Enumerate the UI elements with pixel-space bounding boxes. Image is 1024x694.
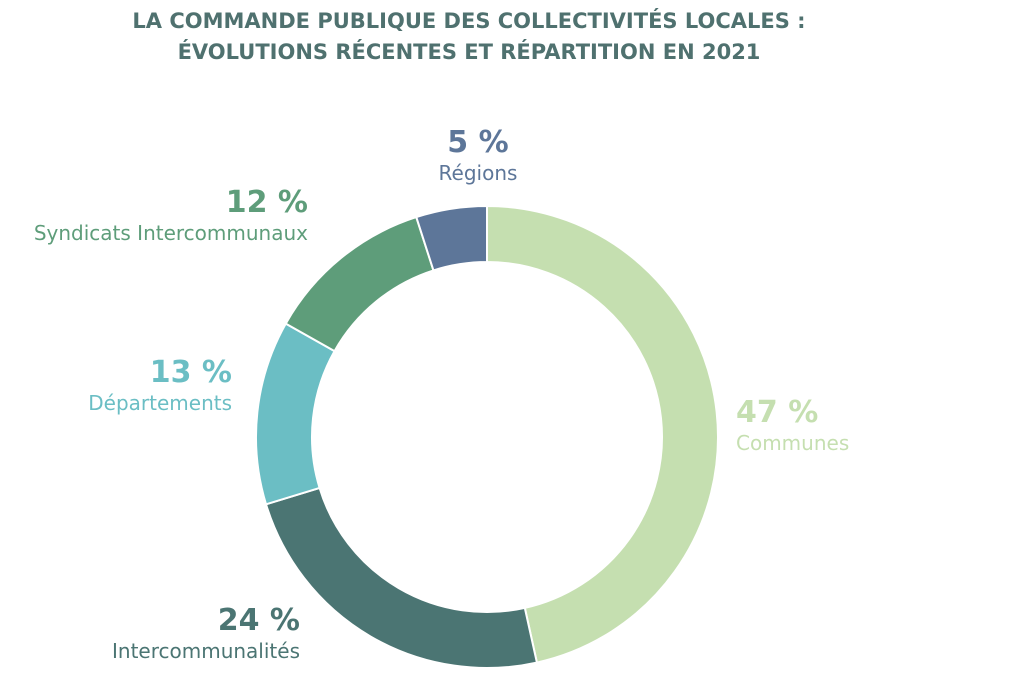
data-label: 5 %: [447, 125, 509, 160]
data-label: 13 %: [149, 355, 232, 390]
data-label: 47 %: [736, 395, 819, 430]
donut-slice-r-gions: [415, 204, 488, 272]
category-label: Syndicats Intercommunaux: [33, 221, 308, 245]
data-label: 24 %: [217, 603, 300, 638]
category-label: Départements: [88, 391, 232, 415]
title-line-2: ÉVOLUTIONS RÉCENTES ET RÉPARTITION EN 20…: [177, 40, 761, 64]
label-communes: 47 % Communes: [736, 396, 849, 456]
data-label: 12 %: [225, 185, 308, 220]
label-syndicats: 12 % Syndicats Intercommunaux: [34, 186, 308, 246]
label-intercommunalites: 24 % Intercommunalités: [112, 604, 300, 664]
category-label: Intercommunalités: [112, 639, 300, 663]
chart-title: LA COMMANDE PUBLIQUE DES COLLECTIVITÉS L…: [0, 6, 938, 68]
title-line-1: LA COMMANDE PUBLIQUE DES COLLECTIVITÉS L…: [132, 9, 806, 33]
category-label: Régions: [438, 161, 518, 185]
label-departements: 13 % Départements: [88, 356, 232, 416]
donut-slice-d-partements: [255, 322, 336, 506]
donut-slice-intercommunalit-s: [264, 486, 539, 669]
donut-slice-communes: [486, 204, 719, 664]
label-regions: 5 % Régions: [420, 126, 536, 186]
category-label: Communes: [736, 431, 850, 455]
